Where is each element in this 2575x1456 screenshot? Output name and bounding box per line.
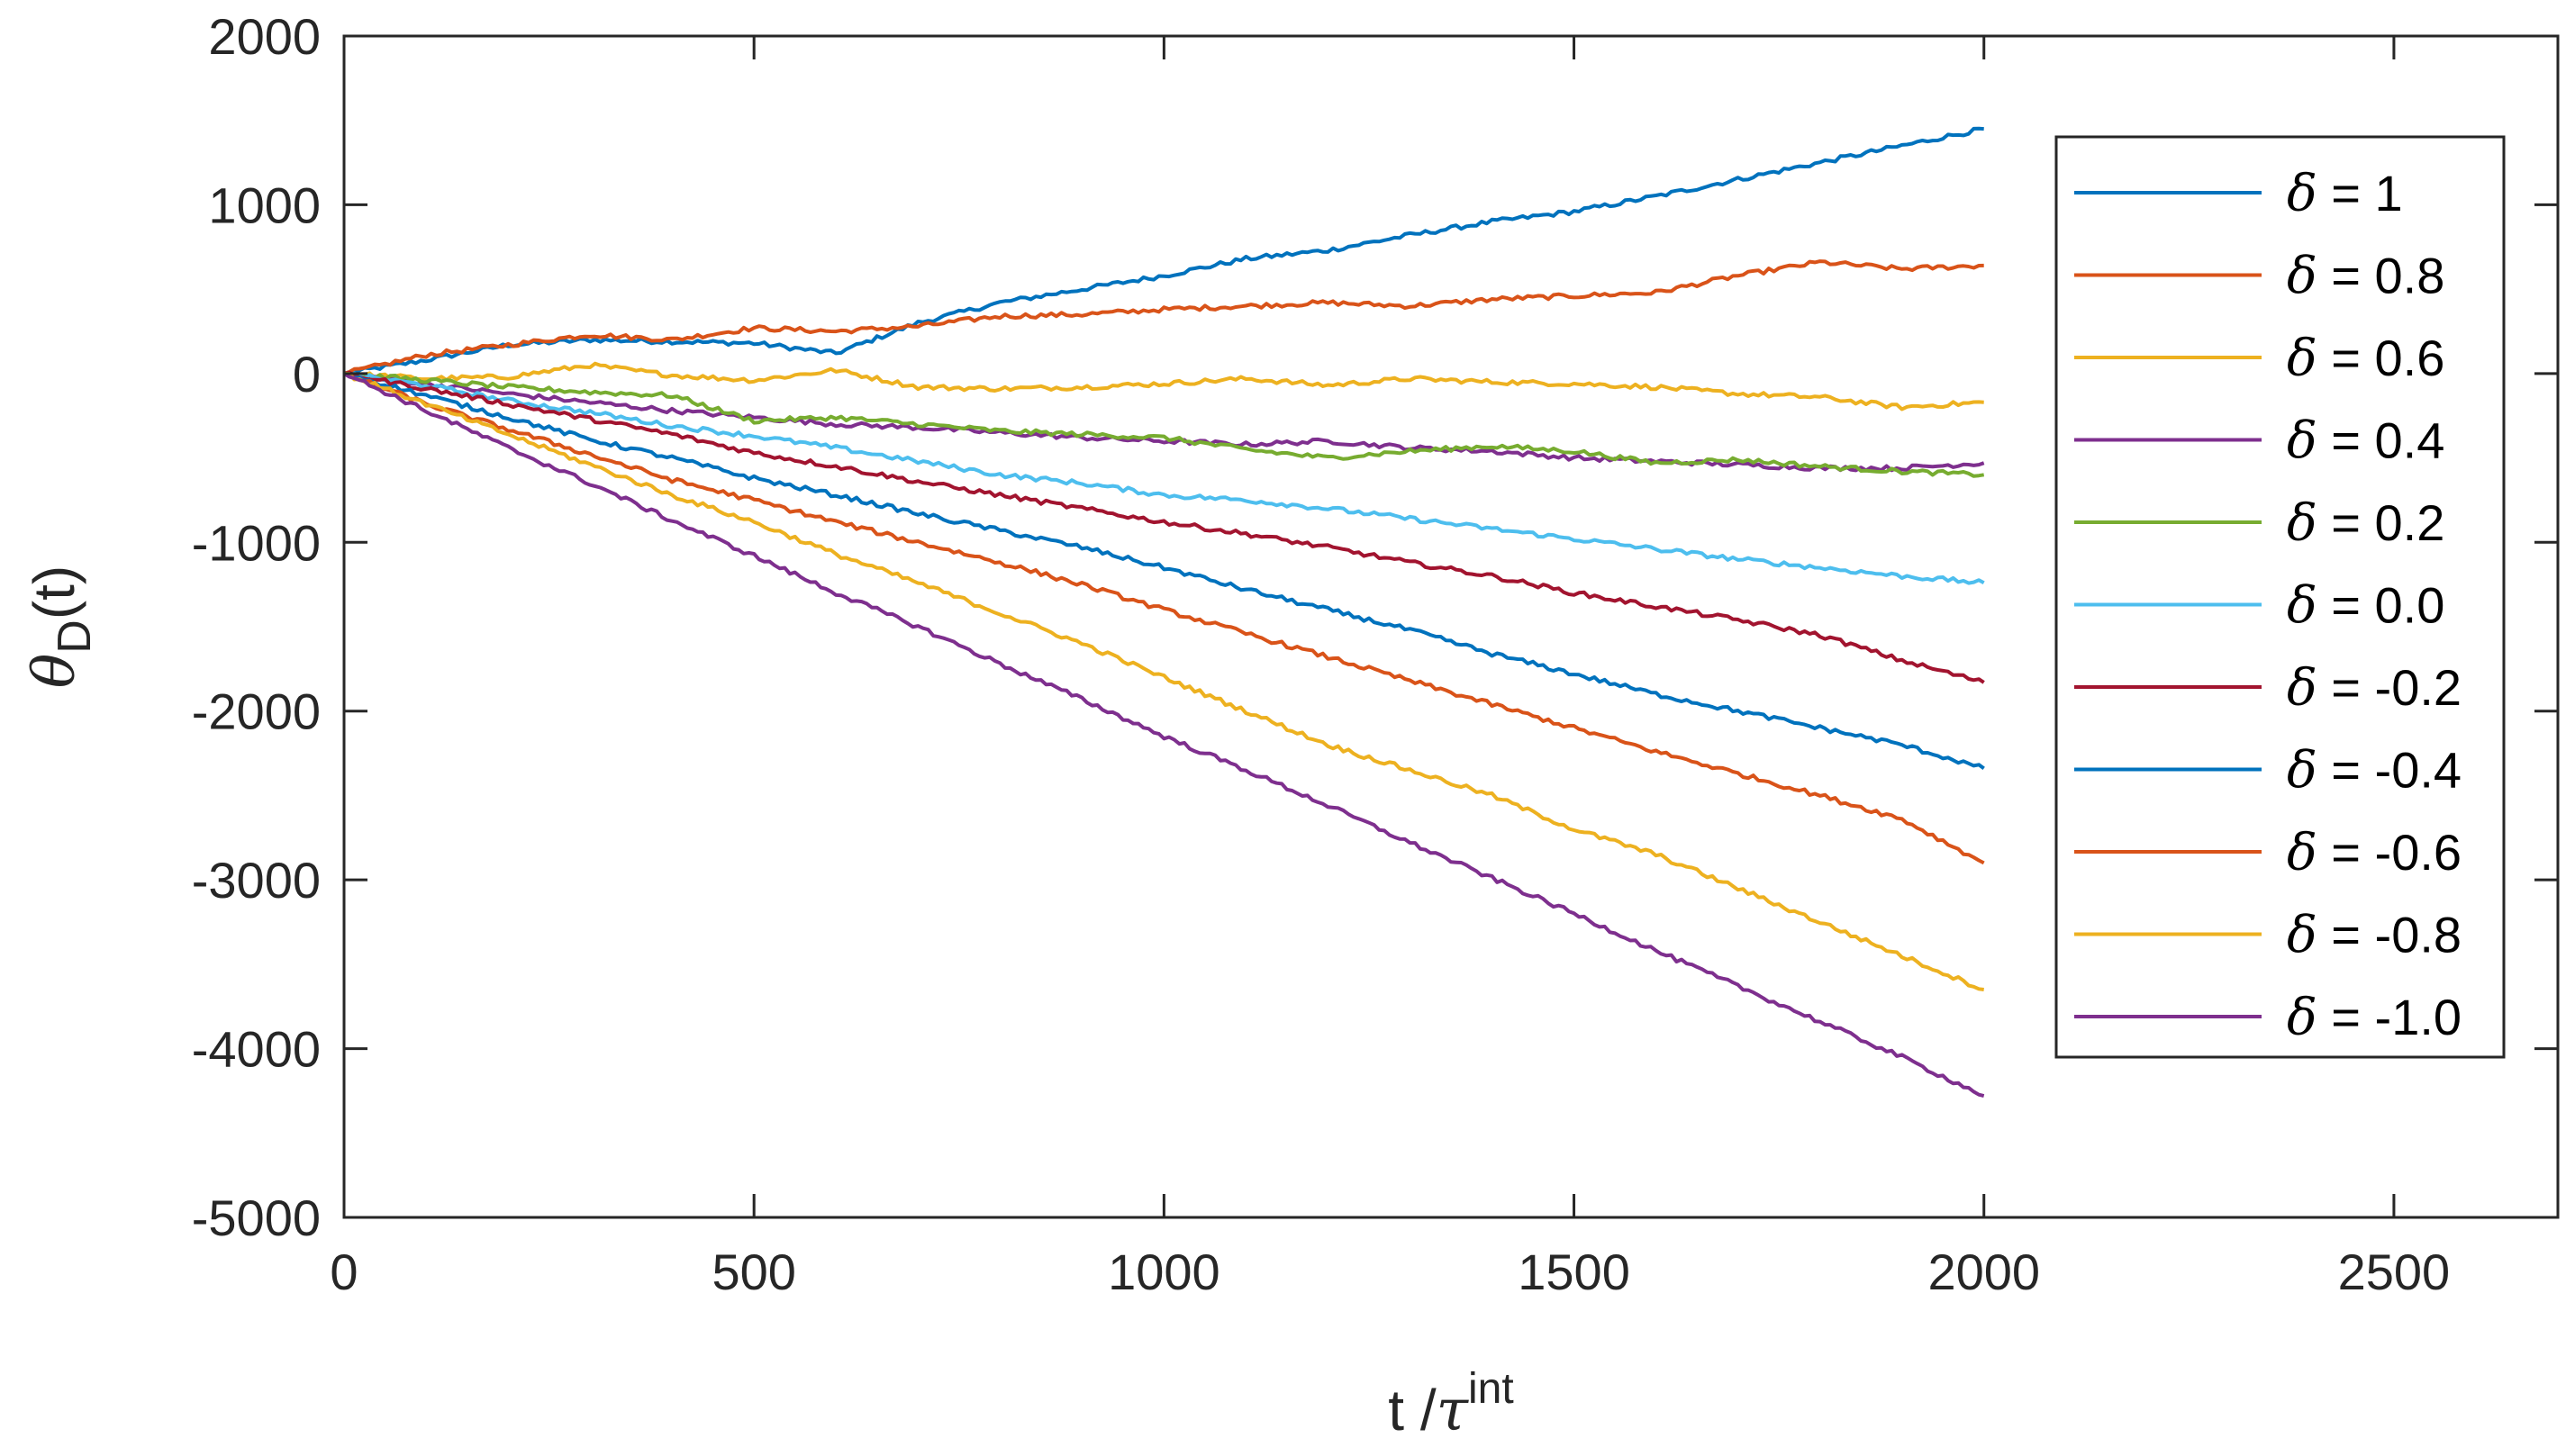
y-axis-label-suffix: (t) — [22, 565, 86, 619]
x-axis-ticks — [342, 36, 2396, 1217]
series-line-1 — [343, 126, 1984, 375]
series-lines — [342, 126, 1985, 1099]
x-axis-tick-labels: 0 500 1000 1500 2000 2500 — [330, 1243, 2450, 1300]
legend-symbol: δ — [2287, 742, 2317, 800]
y-tick-label: -5000 — [192, 1189, 321, 1246]
legend-item: δ = -0.4 — [2074, 742, 2462, 800]
x-axis-label-main: t / — [1388, 1378, 1437, 1442]
legend-symbol: δ — [2287, 824, 2317, 882]
y-tick-label: 1000 — [208, 176, 321, 233]
legend-value: = 1 — [2317, 165, 2403, 222]
series-line-9 — [343, 371, 1985, 865]
legend-value: = 0.4 — [2317, 412, 2445, 469]
y-tick-label: 2000 — [208, 8, 321, 65]
y-axis-tick-labels: 2000 1000 0 -1000 -2000 -3000 -4000 -5000 — [192, 8, 321, 1246]
legend-label: δ = 0.0 — [2287, 577, 2444, 636]
legend-item: δ = -1.0 — [2074, 989, 2462, 1047]
legend-label: δ = -0.2 — [2287, 659, 2462, 718]
legend-box — [2054, 135, 2506, 1059]
legend-label: δ = 0.6 — [2287, 330, 2444, 388]
legend-symbol: δ — [2287, 494, 2317, 553]
x-axis-label-symbol: τ — [1437, 1378, 1470, 1444]
legend-item: δ = 0.8 — [2074, 248, 2444, 306]
y-tick-label: 0 — [293, 346, 321, 402]
legend-label: δ = 0.2 — [2287, 494, 2444, 553]
legend-symbol: δ — [2287, 659, 2317, 718]
legend-symbol: δ — [2287, 165, 2317, 223]
legend-symbol: δ — [2287, 412, 2317, 471]
legend-value: = -0.4 — [2317, 742, 2462, 799]
series-line-11 — [342, 372, 1985, 1099]
y-axis-label: θD(t) — [22, 565, 101, 689]
series-line-3 — [343, 361, 1984, 411]
legend-value: = 0.0 — [2317, 577, 2445, 634]
series-line-8 — [343, 372, 1985, 771]
legend-item: δ = 0.4 — [2074, 412, 2444, 471]
x-tick-label: 500 — [712, 1243, 795, 1300]
y-axis-ticks — [344, 34, 2558, 1219]
y-axis-label-symbol: θ — [22, 654, 88, 689]
series-line-10 — [343, 371, 1984, 991]
plot-area-frame — [342, 34, 2560, 1219]
legend-label: δ = -1.0 — [2287, 989, 2462, 1047]
legend-symbol: δ — [2287, 248, 2317, 306]
legend-label: δ = 1 — [2287, 165, 2403, 223]
legend-value: = -1.0 — [2317, 989, 2462, 1045]
legend-value: = -0.2 — [2317, 659, 2462, 716]
legend-symbol: δ — [2287, 989, 2317, 1047]
legend-label: δ = -0.8 — [2287, 907, 2462, 965]
legend-label: δ = -0.6 — [2287, 824, 2462, 882]
legend-symbol: δ — [2287, 577, 2317, 636]
legend-item: δ = 0.2 — [2074, 494, 2444, 553]
legend-label: δ = 0.8 — [2287, 248, 2444, 306]
x-tick-label: 2000 — [1927, 1243, 2040, 1300]
legend-value: = 0.2 — [2317, 494, 2445, 551]
y-tick-label: -2000 — [192, 683, 321, 740]
series-line-5 — [343, 371, 1985, 478]
legend-label: δ = 0.4 — [2287, 412, 2444, 471]
legend-value: = -0.8 — [2317, 907, 2462, 963]
series-line-4 — [343, 371, 1985, 473]
legend-item: δ = -0.2 — [2074, 659, 2462, 718]
series-line-6 — [343, 371, 1985, 585]
legend-items: δ = 1δ = 0.8δ = 0.6δ = 0.4δ = 0.2δ = 0.0… — [2074, 165, 2462, 1047]
legend-symbol: δ — [2287, 907, 2317, 965]
y-tick-label: -4000 — [192, 1021, 321, 1078]
y-tick-label: -3000 — [192, 852, 321, 909]
legend-item: δ = -0.6 — [2074, 824, 2462, 882]
legend: δ = 1δ = 0.8δ = 0.6δ = 0.4δ = 0.2δ = 0.0… — [2054, 135, 2506, 1059]
x-tick-label: 0 — [330, 1243, 358, 1300]
legend-symbol: δ — [2287, 330, 2317, 388]
legend-item: δ = 0.0 — [2074, 577, 2444, 636]
legend-value: = 0.6 — [2317, 330, 2445, 386]
legend-value: = 0.8 — [2317, 248, 2445, 304]
legend-label: δ = -0.4 — [2287, 742, 2462, 800]
x-tick-label: 2500 — [2338, 1243, 2451, 1300]
y-tick-label: -1000 — [192, 514, 321, 571]
x-tick-label: 1000 — [1108, 1243, 1220, 1300]
y-axis-label-subscript: D — [49, 619, 101, 654]
legend-item: δ = -0.8 — [2074, 907, 2462, 965]
series-line-7 — [343, 370, 1985, 684]
series-line-2 — [343, 259, 1984, 375]
legend-value: = -0.6 — [2317, 824, 2462, 881]
legend-item: δ = 0.6 — [2074, 330, 2444, 388]
x-axis-label: t /τint — [1388, 1365, 1513, 1444]
x-tick-label: 1500 — [1518, 1243, 1630, 1300]
x-axis-label-superscript: int — [1468, 1365, 1514, 1413]
legend-item: δ = 1 — [2074, 165, 2403, 223]
